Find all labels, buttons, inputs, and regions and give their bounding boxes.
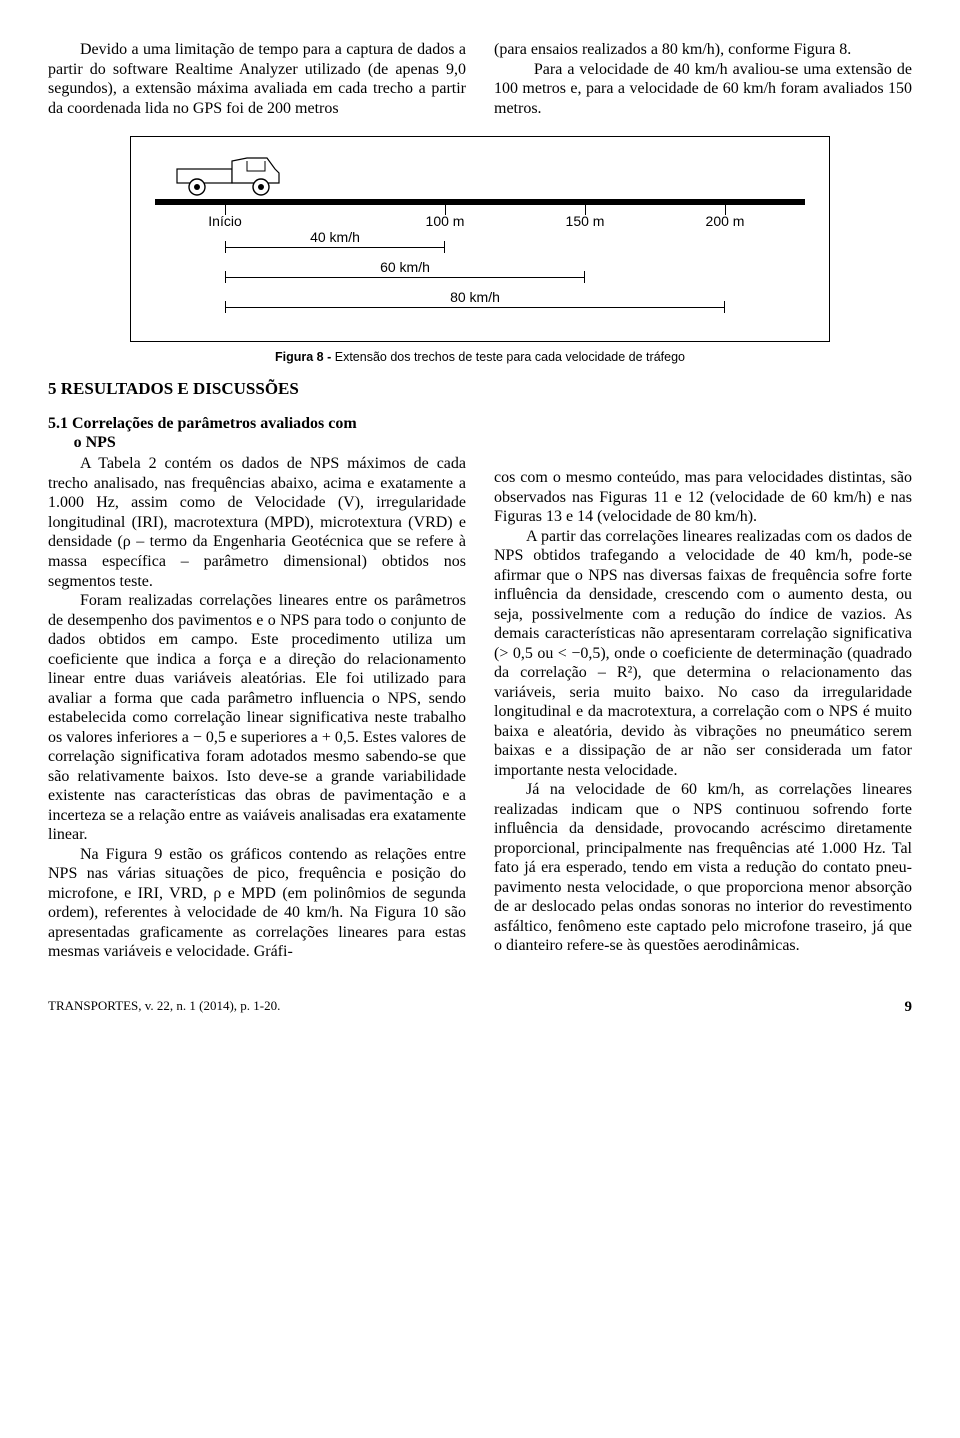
body-columns: 5.1 Correlações de parâmetros avaliados … xyxy=(48,414,912,962)
rule-60 xyxy=(225,277,585,278)
label-inicio: Início xyxy=(208,213,241,230)
label-100m: 100 m xyxy=(426,213,465,230)
subsection-5-1-line2: o NPS xyxy=(48,433,466,452)
intro-columns: Devido a uma limitação de tempo para a c… xyxy=(48,40,912,118)
body-right-p3: Já na velocidade de 60 km/h, as correlaç… xyxy=(494,780,912,956)
section-5-heading: 5 RESULTADOS E DISCUSSÕES xyxy=(48,379,912,400)
rule-80 xyxy=(225,307,725,308)
rule-40 xyxy=(225,247,445,248)
intro-col-left: Devido a uma limitação de tempo para a c… xyxy=(48,40,466,118)
intro-right-text: (para ensaios realizados a 80 km/h), con… xyxy=(494,40,912,118)
body-col-right: cos com o mesmo conteúdo, mas para veloc… xyxy=(494,414,912,962)
figure-8-caption-bold: Figura 8 - xyxy=(275,350,331,364)
body-right-p1: cos com o mesmo conteúdo, mas para veloc… xyxy=(494,468,912,527)
body-col-left: 5.1 Correlações de parâmetros avaliados … xyxy=(48,414,466,962)
figure-8-box: Início 100 m 150 m 200 m 40 km/h 60 km/h… xyxy=(130,136,830,342)
figure-8-diagram: Início 100 m 150 m 200 m 40 km/h 60 km/h… xyxy=(145,147,815,327)
truck-icon xyxy=(175,151,285,197)
body-left-p2: Foram realizadas correlações lineares en… xyxy=(48,591,466,845)
right-col-spacer xyxy=(494,414,912,468)
label-80kmh: 80 km/h xyxy=(450,289,500,306)
figure-8-caption-text: Extensão dos trechos de teste para cada … xyxy=(331,350,685,364)
body-right-p2: A partir das correlações lineares realiz… xyxy=(494,527,912,781)
road-line xyxy=(155,199,805,205)
body-left-p3: Na Figura 9 estão os gráficos contendo a… xyxy=(48,845,466,962)
subsection-5-1-line1: 5.1 Correlações de parâmetros avaliados … xyxy=(48,414,466,433)
label-60kmh: 60 km/h xyxy=(380,259,430,276)
intro-left-text: Devido a uma limitação de tempo para a c… xyxy=(48,40,466,118)
page-footer: TRANSPORTES, v. 22, n. 1 (2014), p. 1-20… xyxy=(48,998,912,1016)
label-150m: 150 m xyxy=(566,213,605,230)
body-left-p1: A Tabela 2 contém os dados de NPS máximo… xyxy=(48,454,466,591)
figure-8-caption: Figura 8 - Extensão dos trechos de teste… xyxy=(48,350,912,365)
footer-page-number: 9 xyxy=(905,998,913,1016)
label-200m: 200 m xyxy=(706,213,745,230)
label-40kmh: 40 km/h xyxy=(310,229,360,246)
figure-8: Início 100 m 150 m 200 m 40 km/h 60 km/h… xyxy=(48,136,912,365)
intro-col-right: (para ensaios realizados a 80 km/h), con… xyxy=(494,40,912,118)
footer-citation: TRANSPORTES, v. 22, n. 1 (2014), p. 1-20… xyxy=(48,998,280,1016)
subsection-5-1-heading: 5.1 Correlações de parâmetros avaliados … xyxy=(48,414,466,452)
